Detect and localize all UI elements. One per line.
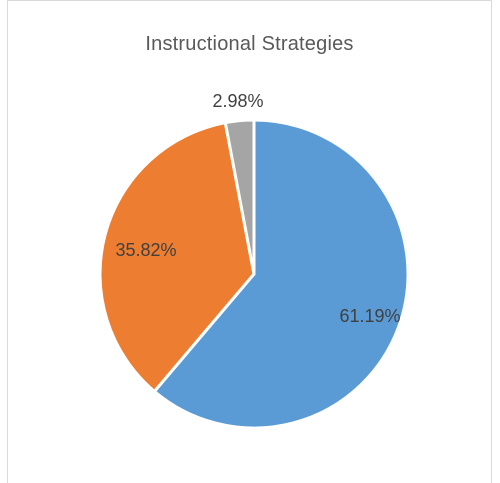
pie-slice-3: [223, 118, 256, 276]
slice-label-2: 35.82%: [115, 240, 176, 260]
slice-label-3: 2.98%: [212, 91, 263, 111]
chart-title: Instructional Strategies: [145, 33, 354, 55]
pie-slice-2: [98, 121, 256, 393]
slice-label-1: 61.19%: [339, 306, 400, 326]
pie-slice-1: [152, 118, 410, 430]
